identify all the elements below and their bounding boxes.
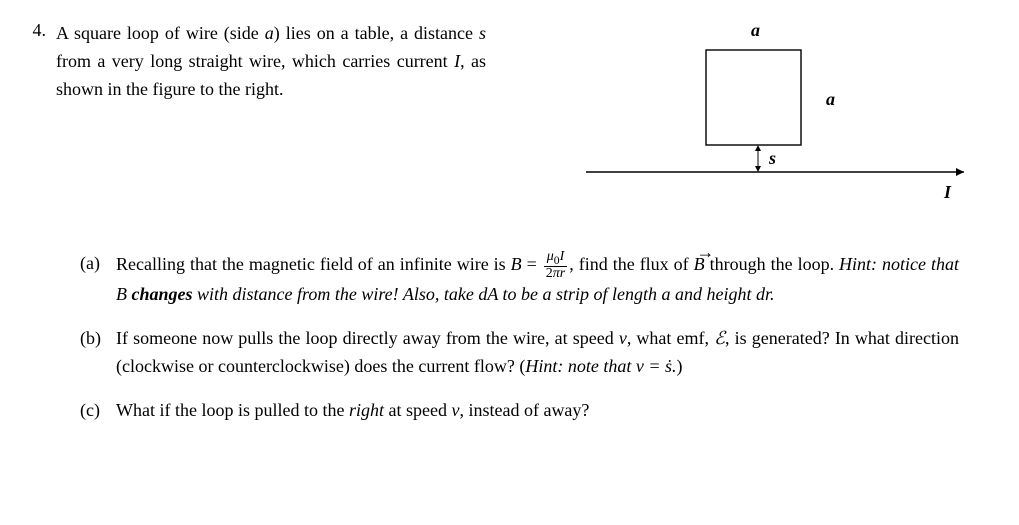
problem-statement: 4. A square loop of wire (side a) lies o… (20, 20, 989, 200)
subpart-c-label: (c) (80, 397, 108, 425)
problem-number: 4. (20, 20, 46, 41)
problem-body: A square loop of wire (side a) lies on a… (56, 20, 989, 200)
svg-text:a: a (826, 89, 835, 109)
subpart-a-text: Recalling that the magnetic field of an … (116, 250, 959, 309)
problem-intro: A square loop of wire (side a) lies on a… (56, 20, 486, 200)
subpart-b-text: If someone now pulls the loop directly a… (116, 325, 959, 381)
figure-diagram: a a s I (526, 20, 966, 200)
svg-text:s: s (768, 148, 776, 168)
svg-text:I: I (943, 182, 952, 200)
subpart-a-label: (a) (80, 250, 108, 309)
svg-text:a: a (751, 20, 760, 40)
subpart-c-text: What if the loop is pulled to the right … (116, 397, 959, 425)
subpart-a: (a) Recalling that the magnetic field of… (80, 250, 959, 309)
subparts: (a) Recalling that the magnetic field of… (80, 250, 959, 425)
subpart-c: (c) What if the loop is pulled to the ri… (80, 397, 959, 425)
subpart-b-label: (b) (80, 325, 108, 381)
subpart-b: (b) If someone now pulls the loop direct… (80, 325, 959, 381)
